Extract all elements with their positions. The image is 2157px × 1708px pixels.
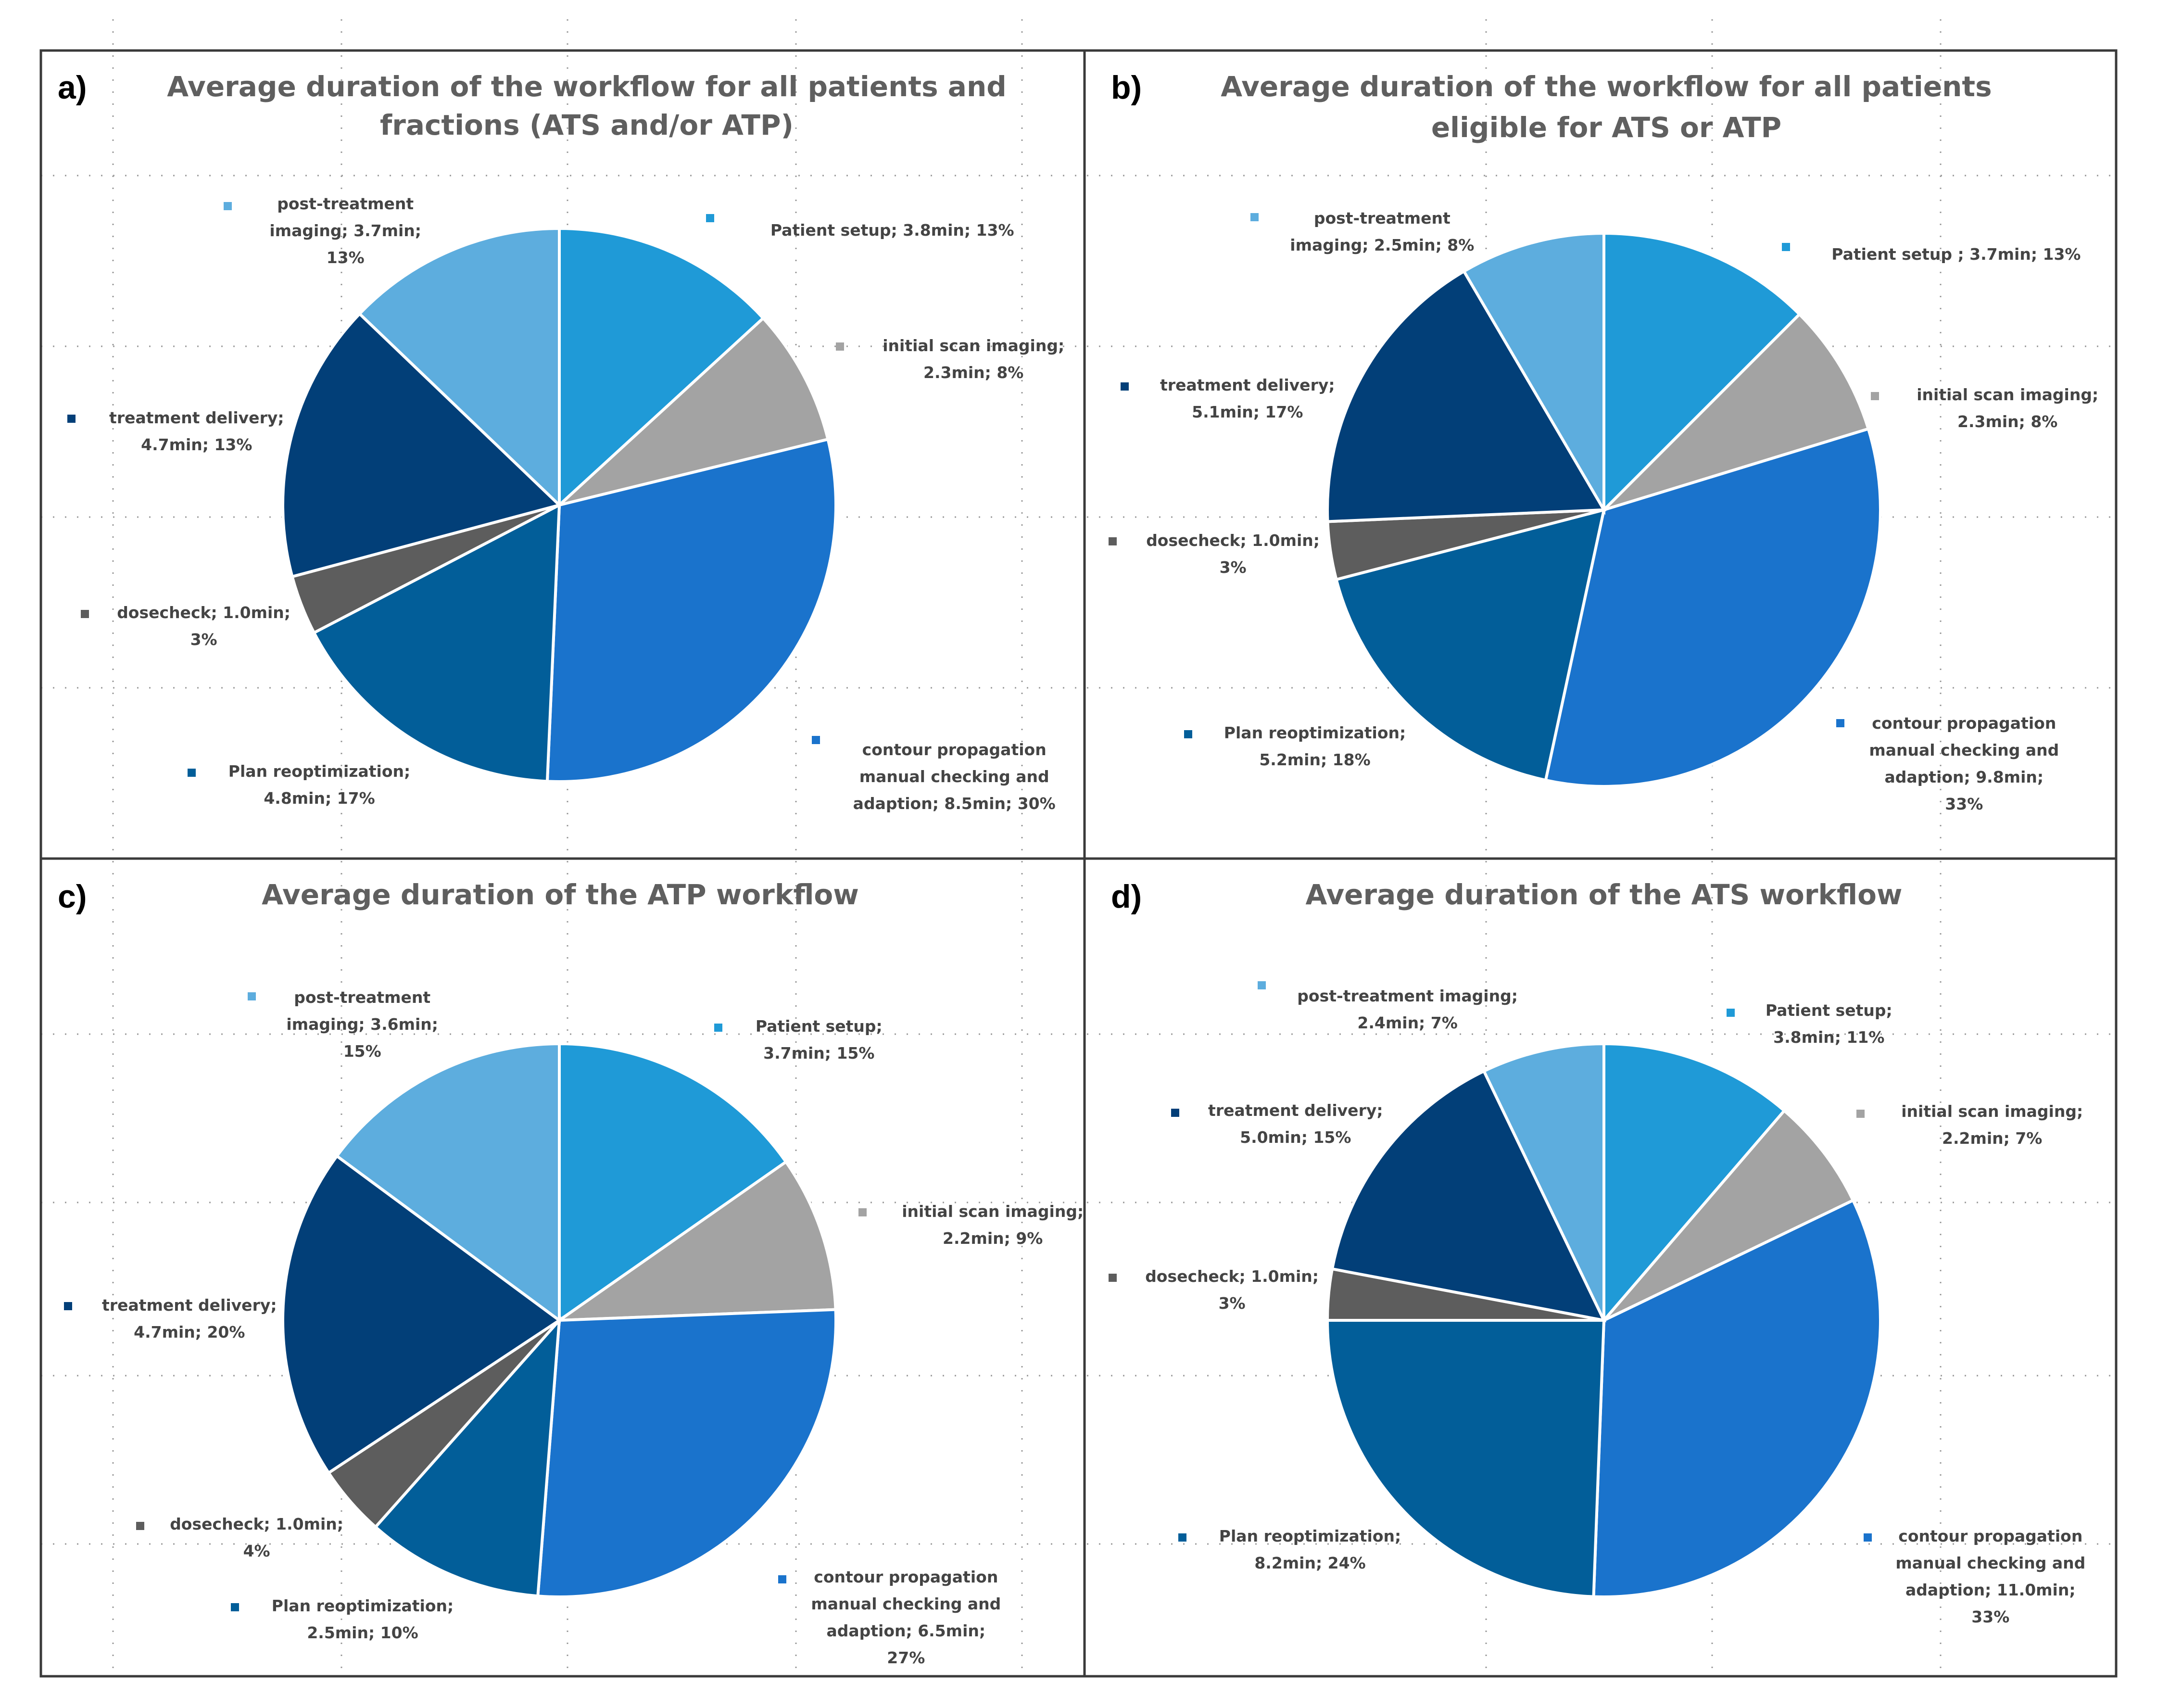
pie-slice-patient-setup <box>1602 1042 1787 1325</box>
data-label-treatment-delivery: treatment delivery; 5.0min; 15% <box>1208 1101 1383 1147</box>
legend-key-icon <box>188 769 196 777</box>
panel-letter: a) <box>58 69 87 106</box>
data-label-plan-reopt: Plan reoptimization; 8.2min; 24% <box>1219 1527 1401 1572</box>
data-label-contour: contour propagation manual checking and ad… <box>1895 1527 2085 1626</box>
legend-key-icon <box>706 214 714 222</box>
legend-key-icon <box>1836 719 1844 727</box>
panels: a) Average duration of the workflow for a… <box>58 69 2098 1667</box>
data-label-post-treatment: post-treatment imaging; 3.7min; 13% <box>269 194 421 267</box>
panel-letter: d) <box>1111 878 1142 915</box>
pie-slice-post-treatment <box>1462 231 1605 516</box>
data-label-treatment-delivery: treatment delivery; 4.7min; 13% <box>109 408 284 454</box>
legend-key-icon <box>1178 1533 1186 1542</box>
legend-key-icon <box>1109 1274 1117 1282</box>
pie-slice-treatment-delivery <box>281 1154 562 1475</box>
data-label-patient-setup: Patient setup ; 3.7min; 13% <box>1831 245 2081 264</box>
data-label-dosecheck: dosecheck; 1.0min; 3% <box>1146 531 1320 577</box>
pie-slice-contour <box>1592 1198 1882 1598</box>
panel-letter: b) <box>1111 69 1142 106</box>
pie-slice-treatment-delivery <box>1330 1069 1607 1323</box>
data-label-contour: contour propagation manual checking and ad… <box>853 740 1056 813</box>
data-label-plan-reopt: Plan reoptimization; 4.8min; 17% <box>228 762 410 808</box>
legend-key-icon <box>1727 1009 1735 1017</box>
pie-panel-d: d) Average duration of the ATS workflow Pa… <box>1109 878 2085 1626</box>
legend-key-icon <box>1121 382 1129 391</box>
pie-slice-plan-reopt <box>312 502 561 783</box>
pie-slice-treatment-delivery <box>1326 269 1607 523</box>
legend-key-icon <box>778 1575 786 1583</box>
pie-panel-c: c) Average duration of the ATP workflow Pa… <box>58 878 1084 1667</box>
pie-slice-plan-reopt <box>1334 507 1606 782</box>
data-label-treatment-delivery: treatment delivery; 4.7min; 20% <box>102 1296 277 1341</box>
legend-key-icon <box>1856 1110 1865 1118</box>
pie-slice-treatment-delivery <box>281 312 562 579</box>
legend-key-icon <box>67 415 76 423</box>
panel-d-border <box>1083 857 2118 1678</box>
data-label-contour: contour propagation manual checking and ad… <box>1869 714 2059 813</box>
pie-slice-initial-scan <box>554 1160 837 1322</box>
pie-slice-contour <box>1544 427 1882 788</box>
legend-key-icon <box>231 1603 239 1611</box>
data-label-patient-setup: Patient setup; 3.7min; 15% <box>756 1017 883 1063</box>
pie-slice-plan-reopt <box>1325 1319 1606 1598</box>
legend-key-icon <box>224 202 232 210</box>
legend-key-icon <box>1250 213 1259 221</box>
legend-key-icon <box>1184 730 1192 738</box>
chart-title-line: Average duration of the workflow for all… <box>167 70 1007 103</box>
data-label-post-treatment: post-treatment imaging; 3.6min; 15% <box>286 988 438 1061</box>
legend-key-icon <box>1864 1533 1872 1542</box>
pie-panel-a: a) Average duration of the workflow for a… <box>58 69 1064 813</box>
legend-key-icon <box>812 736 820 744</box>
chart-title-line: eligible for ATS or ATP <box>1431 111 1781 144</box>
chart-title-line: fractions (ATS and/or ATP) <box>380 109 794 141</box>
data-label-plan-reopt: Plan reoptimization; 5.2min; 18% <box>1224 723 1406 769</box>
data-label-initial-scan: initial scan imaging; 2.3min; 8% <box>1917 385 2098 431</box>
legend-key-icon <box>136 1522 144 1530</box>
legend-key-icon <box>1871 392 1879 400</box>
pie-slice-initial-scan <box>558 316 830 506</box>
legend-key-icon <box>64 1302 72 1310</box>
data-label-dosecheck: dosecheck; 1.0min; 4% <box>170 1515 343 1560</box>
data-label-post-treatment: post-treatment imaging; 2.5min; 8% <box>1290 209 1474 254</box>
chart-title-line: Average duration of the workflow for all… <box>1221 70 1992 103</box>
pie-slice-initial-scan <box>1602 312 1870 511</box>
data-label-initial-scan: initial scan imaging; 2.3min; 8% <box>883 336 1064 382</box>
pie-slice-patient-setup <box>558 1042 788 1323</box>
legend-key-icon <box>858 1208 867 1216</box>
chart-title-line: Average duration of the ATS workflow <box>1306 878 1903 911</box>
data-label-dosecheck: dosecheck; 1.0min; 3% <box>1145 1267 1319 1313</box>
legend-key-icon <box>248 992 256 1000</box>
pie-slice-patient-setup <box>558 227 766 508</box>
data-label-treatment-delivery: treatment delivery; 5.1min; 17% <box>1160 376 1335 421</box>
legend-key-icon <box>714 1024 722 1032</box>
panel-letter: c) <box>58 878 87 915</box>
data-label-initial-scan: initial scan imaging; 2.2min; 7% <box>1901 1102 2083 1148</box>
data-label-dosecheck: dosecheck; 1.0min; 3% <box>117 603 290 649</box>
data-label-contour: contour propagation manual checking and ad… <box>811 1568 1001 1667</box>
data-label-post-treatment: post-treatment imaging; 2.4min; 7% <box>1297 987 1518 1032</box>
legend-key-icon <box>1109 537 1117 545</box>
legend-key-icon <box>81 610 89 618</box>
pie-slice-contour <box>545 437 837 783</box>
legend-key-icon <box>1171 1109 1179 1117</box>
pie-slice-post-treatment <box>357 227 561 509</box>
pie-slice-plan-reopt <box>373 1316 561 1598</box>
data-label-patient-setup: Patient setup; 3.8min; 13% <box>770 221 1014 240</box>
data-label-patient-setup: Patient setup; 3.8min; 11% <box>1766 1001 1892 1047</box>
pie-slice-post-treatment <box>1482 1042 1605 1321</box>
legend-key-icon <box>836 342 844 351</box>
legend-key-icon <box>1782 243 1790 251</box>
pie-slice-patient-setup <box>1602 231 1802 514</box>
chart-title-line: Average duration of the ATP workflow <box>262 878 859 911</box>
pie-slice-post-treatment <box>335 1042 561 1323</box>
legend-key-icon <box>1258 981 1266 989</box>
data-label-plan-reopt: Plan reoptimization; 2.5min; 10% <box>272 1596 454 1642</box>
pie-panel-b: b) Average duration of the workflow for a… <box>1109 69 2098 813</box>
data-label-initial-scan: initial scan imaging; 2.2min; 9% <box>902 1202 1084 1248</box>
pie-slice-initial-scan <box>1602 1108 1855 1322</box>
pie-slice-contour <box>536 1308 837 1598</box>
